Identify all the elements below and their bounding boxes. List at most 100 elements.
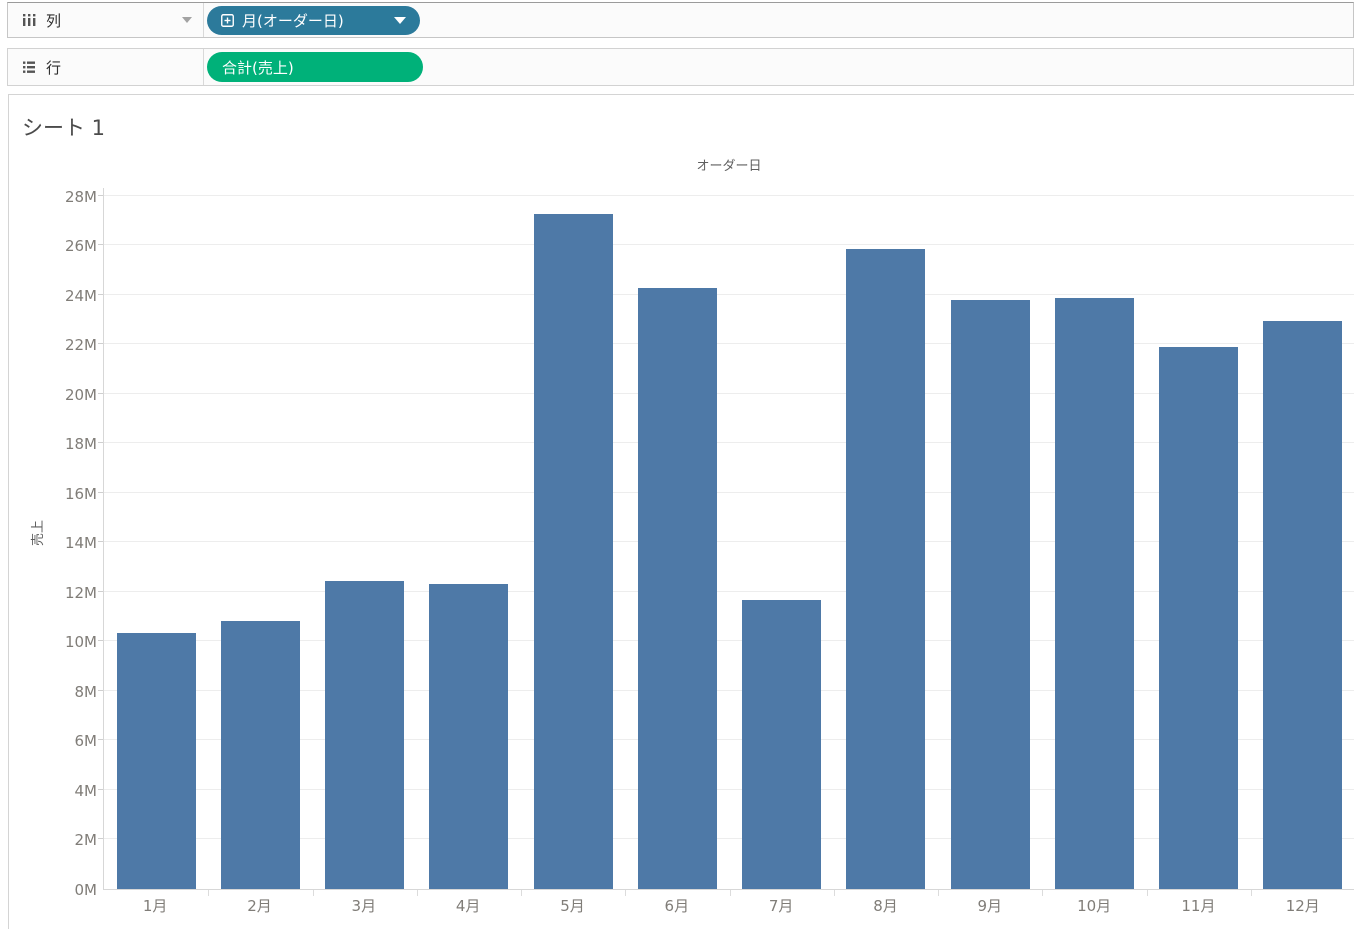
- y-tick-mark: [98, 788, 103, 790]
- gridline: [104, 640, 1354, 642]
- y-tick-mark: [98, 640, 103, 642]
- bar-column: [1147, 188, 1251, 889]
- x-tick-label: 10月: [1077, 897, 1112, 915]
- x-tick-mark: [416, 890, 418, 896]
- y-tick-mark: [98, 343, 103, 345]
- bar-column: [208, 188, 312, 889]
- y-tick-mark: [98, 689, 103, 691]
- gridline: [104, 590, 1354, 592]
- y-tick-label: 4M: [74, 781, 98, 800]
- x-tick-mark: [1042, 890, 1044, 896]
- x-tick-mark: [521, 890, 522, 896]
- y-tick-mark: [98, 442, 103, 444]
- pill-sales-label: 合計(売上): [222, 58, 294, 77]
- x-tick-mark: [1250, 890, 1252, 896]
- gridline: [104, 838, 1354, 840]
- columns-shelf-label-area[interactable]: 列: [8, 3, 204, 37]
- bar-7月[interactable]: [742, 599, 822, 889]
- bar-column: [417, 188, 521, 889]
- x-tick-label: 5月: [560, 897, 585, 915]
- bar-column: [625, 188, 729, 889]
- y-tick-mark: [98, 293, 103, 295]
- y-axis-labels: 0M 2M 4M 6M 8M 10M 12M 14M 16M 18M 20M 22M 24M 26M 28M: [9, 187, 98, 899]
- columns-pill-area[interactable]: 月(オーダー日): [204, 3, 1353, 37]
- bar-4月[interactable]: [429, 583, 509, 889]
- sheet-title: シート 1: [22, 116, 106, 140]
- x-axis-labels: 1月 2月 3月 4月 5月 6月 7月 8月 9月 10月 11月 12月: [103, 895, 1354, 919]
- x-tick-label: 11月: [1181, 897, 1216, 915]
- bar-column: [938, 188, 1042, 889]
- x-tick-label: 4月: [455, 897, 481, 915]
- bar-1月[interactable]: [116, 633, 196, 889]
- gridline: [104, 739, 1354, 741]
- x-tick-label: 12月: [1285, 897, 1320, 915]
- gridline: [104, 689, 1354, 691]
- columns-shelf-label: 列: [46, 11, 62, 30]
- bar-2月[interactable]: [220, 621, 300, 889]
- bar-column: [1042, 188, 1146, 889]
- rows-icon: [23, 61, 35, 73]
- y-tick-label: 10M: [64, 633, 97, 652]
- y-tick-label: 6M: [74, 732, 98, 751]
- bar-3月[interactable]: [325, 581, 405, 889]
- x-tick-label: 7月: [768, 897, 794, 915]
- gridline: [104, 788, 1354, 790]
- bar-column: [313, 188, 417, 889]
- x-tick-mark: [625, 890, 627, 896]
- columns-shelf-caret-icon[interactable]: [182, 17, 192, 23]
- rows-pill-area[interactable]: 合計(売上): [204, 49, 1353, 85]
- x-tick-mark: [1146, 890, 1148, 896]
- bar-10月[interactable]: [1054, 297, 1134, 889]
- y-tick-label: 18M: [64, 435, 97, 454]
- pill-month-order-date[interactable]: 月(オーダー日): [207, 5, 420, 35]
- x-tick-mark: [833, 890, 835, 896]
- bar-column: [521, 188, 625, 889]
- y-tick-mark: [98, 491, 103, 493]
- gridline: [104, 491, 1354, 493]
- y-tick-label: 0M: [74, 881, 98, 899]
- gridline: [104, 392, 1354, 394]
- y-tick-mark: [98, 838, 103, 840]
- pill-month-label: 月(オーダー日): [242, 11, 344, 30]
- y-tick-label: 8M: [74, 682, 98, 701]
- x-tick-label: 2月: [247, 897, 272, 915]
- gridline: [104, 194, 1354, 196]
- y-tick-label: 24M: [64, 286, 97, 305]
- bar-9月[interactable]: [950, 299, 1030, 889]
- x-tick-mark: [729, 890, 731, 896]
- rows-shelf-label: 行: [46, 58, 62, 77]
- bar-column: [730, 188, 834, 889]
- rows-shelf[interactable]: 行 合計(売上): [7, 48, 1354, 86]
- rows-shelf-label-area[interactable]: 行: [8, 49, 204, 85]
- y-tick-mark: [98, 541, 103, 543]
- gridline: [104, 343, 1354, 345]
- x-tick-label: 3月: [351, 897, 377, 915]
- y-tick-label: 22M: [64, 336, 97, 355]
- y-tick-label: 28M: [64, 187, 97, 206]
- expand-plus-icon[interactable]: [221, 13, 234, 27]
- bar-8月[interactable]: [846, 248, 926, 889]
- y-tick-mark: [98, 392, 103, 394]
- x-tick-mark: [208, 890, 210, 896]
- bar-column: [104, 188, 208, 889]
- chart-title: オーダー日: [696, 159, 762, 174]
- pill-dropdown-caret-icon[interactable]: [394, 17, 406, 24]
- y-tick-mark: [98, 244, 103, 246]
- bar-11月[interactable]: [1159, 347, 1239, 889]
- pill-sum-sales[interactable]: 合計(売上): [207, 52, 423, 82]
- bar-12月[interactable]: [1263, 321, 1343, 889]
- x-tick-label: 8月: [873, 897, 898, 915]
- y-tick-label: 12M: [64, 583, 97, 602]
- y-tick-label: 20M: [64, 385, 97, 404]
- y-tick-label: 14M: [64, 534, 97, 553]
- columns-icon: [23, 14, 36, 26]
- x-tick-mark: [312, 890, 314, 896]
- columns-shelf[interactable]: 列 月(オーダー日): [7, 2, 1354, 38]
- gridline: [104, 244, 1354, 246]
- bar-column: [834, 188, 938, 889]
- bar-5月[interactable]: [533, 213, 613, 889]
- gridline: [104, 442, 1354, 444]
- plot-area[interactable]: [98, 188, 1354, 896]
- bar-6月[interactable]: [637, 288, 717, 889]
- y-tick-mark: [98, 590, 103, 592]
